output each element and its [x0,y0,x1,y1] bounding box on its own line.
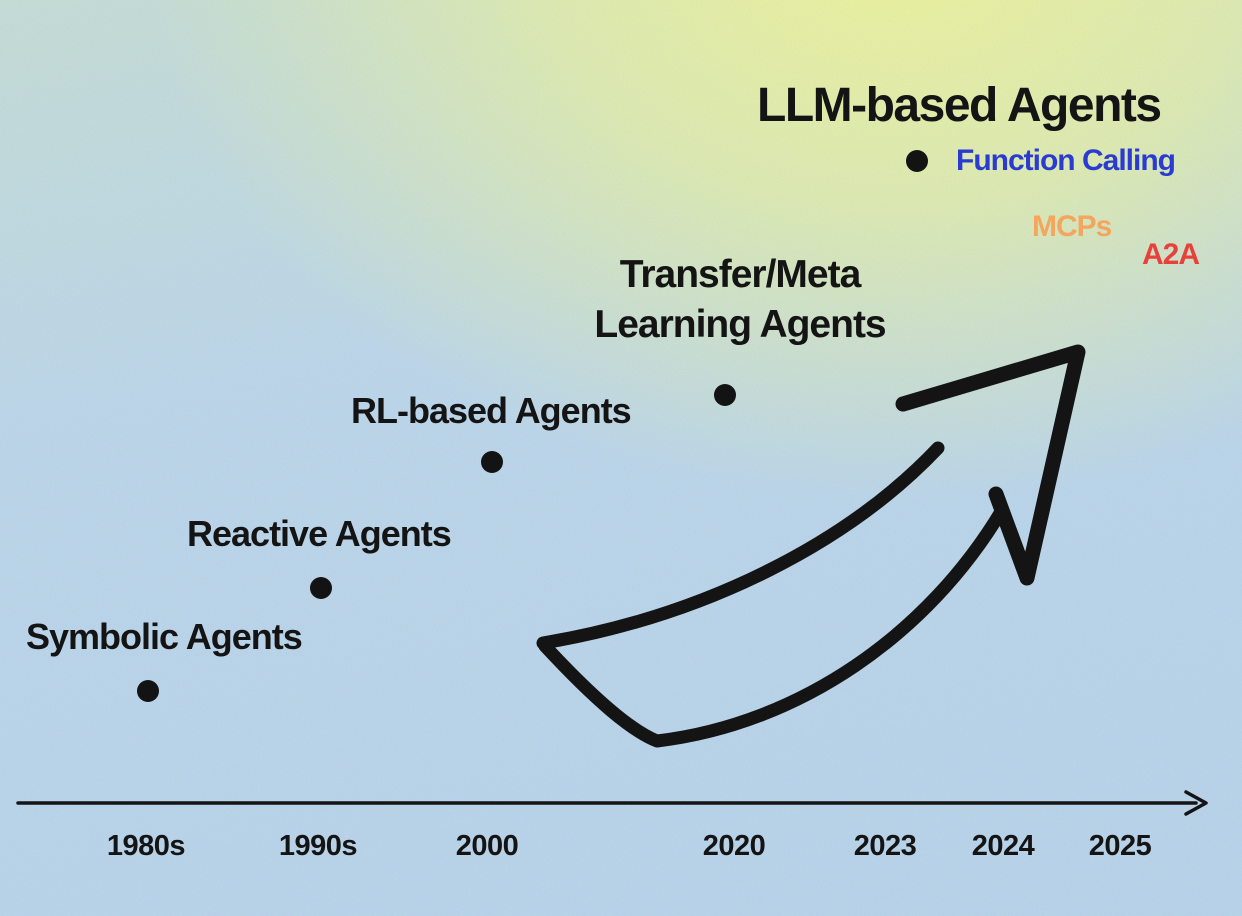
annotation-function-calling: Function Calling [956,144,1176,177]
milestone-label-reactive-agents: Reactive Agents [187,513,452,554]
axis-tick-2020: 2020 [702,830,766,862]
milestone-dot-rl-based-agents [481,451,503,473]
annotation-mcps: MCPs [1032,210,1112,243]
milestone-label-symbolic-agents: Symbolic Agents [26,616,303,657]
milestone-label-transfer-meta-agents: Transfer/Meta Learning Agents [594,253,886,346]
timeline-axis [16,790,1208,816]
milestone-dot-transfer-meta-agents [714,384,736,406]
axis-tick-1980s: 1980s [106,830,186,862]
axis-tick-1990s: 1990s [278,830,358,862]
milestone-label-rl-based-agents: RL-based Agents [351,390,632,431]
annotation-a2a: A2A [1142,238,1200,271]
milestone-label-llm-based-agents: LLM-based Agents [757,79,1162,132]
milestone-dot-symbolic-agents [137,680,159,702]
axis-tick-2025: 2025 [1088,830,1152,862]
milestone-dot-llm-based-agents [906,150,928,172]
milestone-dot-reactive-agents [310,577,332,599]
axis-tick-2000: 2000 [455,830,519,862]
axis-tick-2024: 2024 [971,830,1035,862]
axis-tick-2023: 2023 [853,830,917,862]
